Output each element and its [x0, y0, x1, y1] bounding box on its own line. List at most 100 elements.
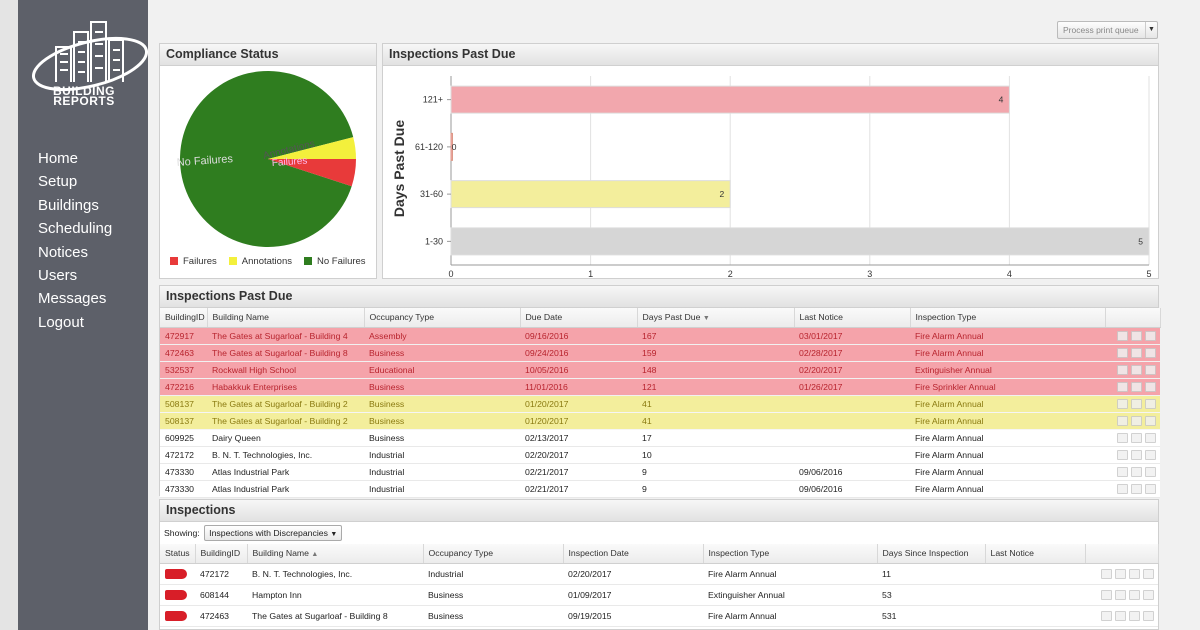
bar-value-label: 2 [719, 189, 724, 199]
y-tick-label: 121+ [423, 95, 443, 105]
mail-icon[interactable] [1145, 381, 1156, 392]
edit-icon[interactable] [1115, 610, 1126, 621]
chevron-down-icon[interactable]: ▼ [1145, 22, 1157, 38]
document-icon[interactable] [1117, 432, 1128, 443]
mail-icon[interactable] [1145, 415, 1156, 426]
col-header[interactable]: Due Date [520, 308, 638, 328]
building-icon[interactable] [1131, 364, 1142, 375]
mail-icon[interactable] [1143, 610, 1154, 621]
col-header[interactable]: Status [160, 544, 196, 564]
nav-messages[interactable]: Messages [38, 290, 107, 308]
document-icon[interactable] [1117, 415, 1128, 426]
col-header[interactable]: BuildingID [195, 544, 248, 564]
mail-icon[interactable] [1143, 568, 1154, 579]
building-icon[interactable] [1129, 568, 1140, 579]
table-row[interactable]: 472172 B. N. T. Technologies, Inc. Industr… [160, 563, 1158, 585]
table-cell: Industrial [364, 463, 520, 481]
col-header[interactable]: Inspection Date [563, 544, 704, 564]
building-icon[interactable] [1131, 432, 1142, 443]
building-icon[interactable] [1129, 589, 1140, 600]
table-row[interactable]: 608144 Hampton Inn Business 01/09/2017 Extin… [160, 584, 1158, 606]
compliance-status-panel: Compliance Status No Failures Annotations… [159, 43, 377, 279]
table-row[interactable]: 473330 Atlas Industrial Park Industrial 02/… [160, 480, 1160, 498]
nav-home[interactable]: Home [38, 150, 79, 167]
table-row[interactable]: 532537 Rockwall High School Educational 10/… [160, 361, 1160, 379]
document-icon[interactable] [1117, 364, 1128, 375]
document-icon[interactable] [1117, 381, 1128, 392]
table-cell: 473330 [160, 480, 207, 498]
mail-icon[interactable] [1145, 364, 1156, 375]
nav-users[interactable]: Users [38, 267, 78, 285]
document-icon[interactable] [1117, 449, 1128, 460]
nav-logout[interactable]: Logout [38, 313, 84, 331]
document-icon[interactable] [1101, 589, 1112, 600]
col-header[interactable]: Occupancy Type [364, 308, 521, 328]
table-row[interactable]: 508137 The Gates at Sugarloaf - Building … [160, 412, 1160, 430]
building-icon[interactable] [1131, 449, 1142, 460]
document-icon[interactable] [1117, 466, 1128, 477]
mail-icon[interactable] [1145, 466, 1156, 477]
document-icon[interactable] [1117, 347, 1128, 358]
row-actions [1110, 483, 1160, 494]
process-print-queue-button[interactable]: Process print queue ▼ [1057, 21, 1158, 39]
mail-icon[interactable] [1145, 347, 1156, 358]
document-icon[interactable] [1117, 398, 1128, 409]
mail-icon[interactable] [1143, 589, 1154, 600]
mail-icon[interactable] [1145, 398, 1156, 409]
building-icon[interactable] [1131, 330, 1142, 341]
table-row[interactable]: 508137 The Gates at Sugarloaf - Building … [160, 395, 1160, 413]
edit-icon[interactable] [1115, 568, 1126, 579]
building-icon[interactable] [1129, 610, 1140, 621]
mail-icon[interactable] [1145, 330, 1156, 341]
col-header[interactable]: Building Name [207, 308, 365, 328]
table-cell: Business [364, 412, 520, 430]
table-row[interactable]: 609925 Dairy Queen Business 02/13/2017 17 Fir… [160, 429, 1160, 447]
table-cell: 609925 [160, 429, 207, 447]
inspections-filter-select[interactable]: Inspections with Discrepancies ▼ [204, 525, 343, 541]
mail-icon[interactable] [1145, 432, 1156, 443]
nav-scheduling[interactable]: Scheduling [38, 220, 113, 238]
edit-icon[interactable] [1115, 589, 1126, 600]
document-icon[interactable] [1101, 610, 1112, 621]
building-icon[interactable] [1131, 381, 1142, 392]
col-header[interactable]: Inspection Type [703, 544, 878, 564]
col-header[interactable]: Last Notice [985, 544, 1086, 564]
col-header[interactable]: Last Notice [794, 308, 911, 328]
nav-notices[interactable]: Notices [38, 243, 89, 261]
past-due-chart-title: Inspections Past Due [383, 44, 1158, 66]
table-cell: 02/20/2017 [563, 563, 703, 585]
table-cell: 01/26/2017 [794, 378, 910, 396]
building-icon[interactable] [1131, 483, 1142, 494]
building-icon[interactable] [1131, 347, 1142, 358]
col-header[interactable]: Occupancy Type [423, 544, 564, 564]
col-header[interactable]: Days Since Inspection [877, 544, 986, 564]
table-row[interactable]: 473330 Atlas Industrial Park Industrial 02/… [160, 463, 1160, 481]
actions-cell [1105, 446, 1160, 464]
table-row[interactable]: 472172 B. N. T. Technologies, Inc. Industr… [160, 446, 1160, 464]
document-icon[interactable] [1117, 483, 1128, 494]
col-header-label: Status [165, 548, 190, 559]
table-row[interactable]: 472463 The Gates at Sugarloaf - Building … [160, 605, 1158, 627]
col-header[interactable]: Inspection Type [910, 308, 1106, 328]
row-actions [1110, 381, 1160, 392]
col-header[interactable]: Days Past Due ▼ [637, 308, 795, 328]
col-header-label: Occupancy Type [369, 312, 435, 323]
mail-icon[interactable] [1145, 449, 1156, 460]
table-cell [794, 446, 910, 464]
col-header[interactable]: BuildingID [160, 308, 208, 328]
building-icon[interactable] [1131, 466, 1142, 477]
document-icon[interactable] [1117, 330, 1128, 341]
table-row[interactable]: 472216 Habakkuk Enterprises Business 11/01/… [160, 378, 1160, 396]
nav-buildings[interactable]: Buildings [38, 196, 99, 214]
table-cell: 9 [637, 463, 794, 481]
building-icon[interactable] [1131, 415, 1142, 426]
building-icon[interactable] [1131, 398, 1142, 409]
col-header[interactable]: Building Name ▲ [247, 544, 424, 564]
table-row[interactable]: 472917 The Gates at Sugarloaf - Building … [160, 327, 1160, 345]
mail-icon[interactable] [1145, 483, 1156, 494]
sort-asc-icon: ▲ [311, 551, 319, 559]
document-icon[interactable] [1101, 568, 1112, 579]
table-row[interactable]: 472463 The Gates at Sugarloaf - Building … [160, 344, 1160, 362]
nav-setup[interactable]: Setup [38, 173, 78, 191]
